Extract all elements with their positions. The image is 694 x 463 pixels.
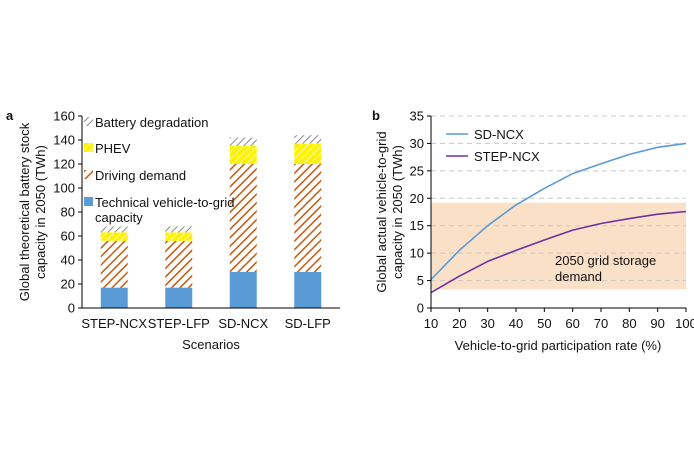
bar-step-ncx-battery-degradation — [100, 226, 128, 233]
panel-b-y-axis-label-line1: Global actual vehicle-to-grid — [374, 131, 389, 292]
panel-a-y-tick-label: 20 — [61, 277, 75, 292]
legend-label-technical-v2g-line2: capacity — [95, 210, 143, 225]
panel-b-y-ticks: 0 5 10 15 20 25 30 35 — [410, 109, 431, 316]
panel-b-y-tick-label: 20 — [410, 191, 424, 206]
panel-a-y-tick-label: 140 — [53, 133, 75, 148]
panel-b-y-tick-label: 35 — [410, 109, 424, 124]
legend-swatch-driving-demand — [84, 170, 93, 179]
panel-b-x-ticks: 10 20 30 40 50 60 70 80 90 100 — [424, 308, 694, 331]
panel-b-x-tick-label: 90 — [650, 316, 664, 331]
legend-swatch-technical-v2g — [84, 197, 93, 206]
panel-a-y-tick-label: 160 — [53, 109, 75, 124]
bar-sd-ncx-technical-vehicle-to-grid-capacity — [229, 272, 257, 308]
panel-b-x-tick-label: 80 — [622, 316, 636, 331]
panel-b-y-tick-label: 30 — [410, 136, 424, 151]
series-line-step-ncx — [430, 210, 687, 294]
bar-step-ncx-technical-vehicle-to-grid-capacity — [100, 287, 128, 308]
panel-b-y-tick-label: 10 — [410, 246, 424, 261]
panel-a-legend: Battery degradation PHEV Driving demand … — [84, 115, 234, 225]
panel-b-x-axis-label: Vehicle-to-grid participation rate (%) — [455, 338, 662, 353]
legend-label-sd-ncx: SD-NCX — [474, 127, 524, 142]
legend-label-step-ncx: STEP-NCX — [474, 149, 540, 164]
panel-b-x-tick-label: 60 — [565, 316, 579, 331]
panel-a-y-tick-label: 40 — [61, 253, 75, 268]
panel-a-y-tick-label: 120 — [53, 157, 75, 172]
band-label-line2: demand — [555, 269, 602, 284]
panel-a-bars — [100, 135, 322, 308]
legend-swatch-phev — [84, 143, 93, 152]
legend-swatch-battery-degradation — [84, 117, 93, 126]
panel-a-x-tick-label: SD-NCX — [218, 316, 268, 331]
bar-sd-lfp-phev — [294, 143, 322, 164]
panel-a-x-tick-label: SD-LFP — [285, 316, 331, 331]
panel-b-y-axis-label-line2: capacity in 2050 (TWh) — [390, 145, 405, 279]
legend-label-driving-demand: Driving demand — [95, 168, 186, 183]
bar-sd-ncx-driving-demand — [229, 164, 257, 272]
panel-a-y-axis-label-line2: capacity in 2050 (TWh) — [33, 145, 48, 279]
bar-step-lfp-battery-degradation — [165, 226, 193, 233]
bar-step-lfp-phev — [165, 232, 193, 241]
band-label-line1: 2050 grid storage — [555, 253, 656, 268]
panel-b-x-tick-label: 10 — [424, 316, 438, 331]
legend-label-phev: PHEV — [95, 141, 131, 156]
panel-b-x-tick-label: 40 — [509, 316, 523, 331]
panel-a-x-axis-label: Scenarios — [182, 337, 240, 352]
panel-b-y-tick-label: 0 — [417, 301, 424, 316]
panel-a-x-tick-label: STEP-LFP — [148, 316, 210, 331]
panel-b-y-tick-label: 25 — [410, 163, 424, 178]
panel-a-y-axis-label-line1: Global theoretical battery stock — [17, 122, 32, 301]
panel-b-x-tick-label: 20 — [452, 316, 466, 331]
panel-b-label: b — [372, 108, 380, 123]
panel-b-series-lines — [430, 142, 687, 294]
panel-b-x-tick-label: 50 — [537, 316, 551, 331]
bar-step-ncx-driving-demand — [100, 240, 128, 288]
panel-a-x-tick-label: STEP-NCX — [81, 316, 147, 331]
bar-sd-lfp-driving-demand — [294, 164, 322, 272]
panel-a-x-ticks: STEP-NCX STEP-LFP SD-NCX SD-LFP — [81, 316, 330, 331]
panel-b-y-tick-label: 5 — [417, 273, 424, 288]
bar-sd-ncx-phev — [229, 146, 257, 164]
panel-b-x-tick-label: 30 — [480, 316, 494, 331]
panel-a-label: a — [6, 108, 14, 123]
bar-step-lfp-driving-demand — [165, 240, 193, 288]
panel-a-y-tick-label: 100 — [53, 181, 75, 196]
bar-sd-lfp-technical-vehicle-to-grid-capacity — [294, 272, 322, 308]
panel-a-bar-chart: a 0 20 40 60 80 100 120 140 160 STEP-NCX STEP-LFP… — [6, 108, 340, 352]
legend-label-battery-degradation: Battery degradation — [95, 115, 208, 130]
panel-a-y-ticks: 0 20 40 60 80 100 120 140 160 — [53, 109, 82, 316]
bar-sd-ncx-battery-degradation — [229, 137, 257, 146]
panel-b-x-tick-label: 70 — [594, 316, 608, 331]
panel-a-y-tick-label: 0 — [68, 301, 75, 316]
panel-b-y-tick-label: 15 — [410, 218, 424, 233]
bar-sd-lfp-battery-degradation — [294, 135, 322, 144]
legend-label-technical-v2g-line1: Technical vehicle-to-grid — [95, 195, 234, 210]
panel-b-x-tick-label: 100 — [675, 316, 694, 331]
panel-b-gridlines — [431, 115, 686, 282]
panel-a-y-tick-label: 60 — [61, 229, 75, 244]
panel-b-legend: SD-NCX STEP-NCX — [446, 127, 540, 164]
panel-b-line-chart: b 2050 grid storage demand 0 5 10 15 20 25 30 3… — [372, 108, 694, 353]
series-line-sd-ncx — [430, 142, 687, 281]
bar-step-ncx-phev — [100, 232, 128, 241]
panel-a-y-tick-label: 80 — [61, 205, 75, 220]
bar-step-lfp-technical-vehicle-to-grid-capacity — [165, 287, 193, 308]
